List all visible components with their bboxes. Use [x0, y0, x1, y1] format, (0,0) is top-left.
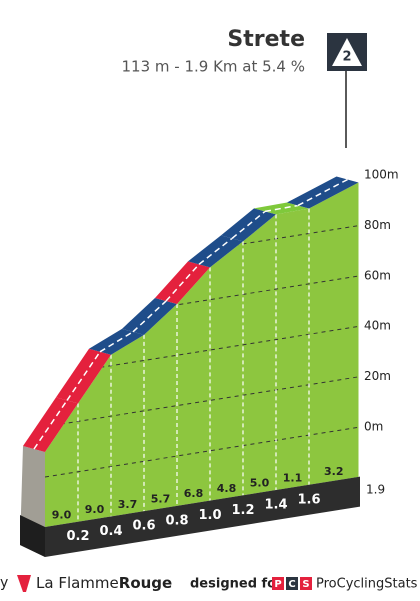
strip-side: [20, 515, 45, 557]
x-tick-label: 1.0: [198, 508, 221, 523]
gradient-label: 6.8: [184, 487, 204, 500]
profile-area: [45, 182, 359, 528]
gradient-segment: [23, 397, 78, 452]
x-tick-label: 0.2: [66, 529, 89, 544]
x-tick-label: 1.6: [297, 492, 320, 507]
brand-a: La Flamme: [36, 574, 119, 592]
gradient-segment: [56, 348, 111, 404]
pcs-box: [286, 577, 298, 590]
plot: 0m 20m 40m 60m 80m 100m 9.0 9.0 3.7 5.7 6.8 4.8 5.0 1…: [20, 168, 399, 557]
ribbon-dash: [231, 210, 266, 239]
gradient-label: 9.0: [52, 508, 72, 521]
flamme-logo: [17, 575, 31, 592]
grid-line: [45, 325, 359, 377]
grid-line: [45, 224, 359, 276]
site: ProCyclingStats: [316, 577, 418, 592]
brand-b: Rouge: [119, 574, 172, 592]
y-tick-label: 80m: [364, 218, 391, 232]
end-label: 1.9: [366, 483, 385, 497]
pcs-letter: S: [302, 579, 309, 590]
x-tick-label: 1.2: [231, 503, 254, 518]
y-tick-label: 60m: [364, 268, 391, 282]
pcs-box: [272, 577, 284, 590]
y-tick-label: 0m: [364, 420, 383, 434]
gradient-segment: [287, 176, 359, 209]
x-tick-label: 0.4: [99, 524, 122, 539]
ribbon-dash: [165, 263, 200, 302]
pcs-box: [300, 577, 312, 590]
designed-for: designed for: [190, 577, 283, 592]
grid-line: [45, 426, 359, 478]
gradient-label: 5.0: [250, 477, 270, 490]
pcs-letter: P: [274, 579, 281, 590]
ribbon-dash: [198, 237, 233, 265]
grid-line: [45, 275, 359, 327]
chart-subtitle: 113 m - 1.9 Km at 5.4 %: [121, 58, 305, 76]
gradient-label: 3.7: [118, 498, 138, 511]
gradient-label: 3.2: [324, 465, 344, 478]
gradient-label: 5.7: [151, 493, 171, 506]
gradient-label: 9.0: [85, 503, 105, 516]
x-tick-label: 1.4: [264, 498, 287, 513]
distance-strip: [45, 476, 360, 557]
ribbon-dash: [264, 204, 299, 213]
x-tick-label: 0.8: [165, 513, 188, 528]
ribbon-dash: [99, 331, 134, 353]
gradient-label: 1.1: [283, 471, 303, 484]
ribbon-dash: [132, 300, 167, 333]
chart-title: Strete: [227, 27, 305, 52]
badge-category: 2: [342, 50, 351, 65]
y-tick-label: 40m: [364, 319, 391, 333]
y-tick-label: 100m: [364, 168, 399, 182]
gradient-segment: [89, 328, 144, 355]
badge-triangle: [332, 38, 362, 66]
gradient-label: 4.8: [217, 482, 237, 495]
x-tick-label: 0.6: [132, 519, 155, 534]
footer-cut: y: [0, 575, 8, 591]
y-tick-label: 20m: [364, 369, 391, 383]
brand: La FlammeRouge: [36, 574, 172, 592]
grid-line: [45, 376, 359, 428]
pcs-letter: C: [288, 579, 295, 590]
